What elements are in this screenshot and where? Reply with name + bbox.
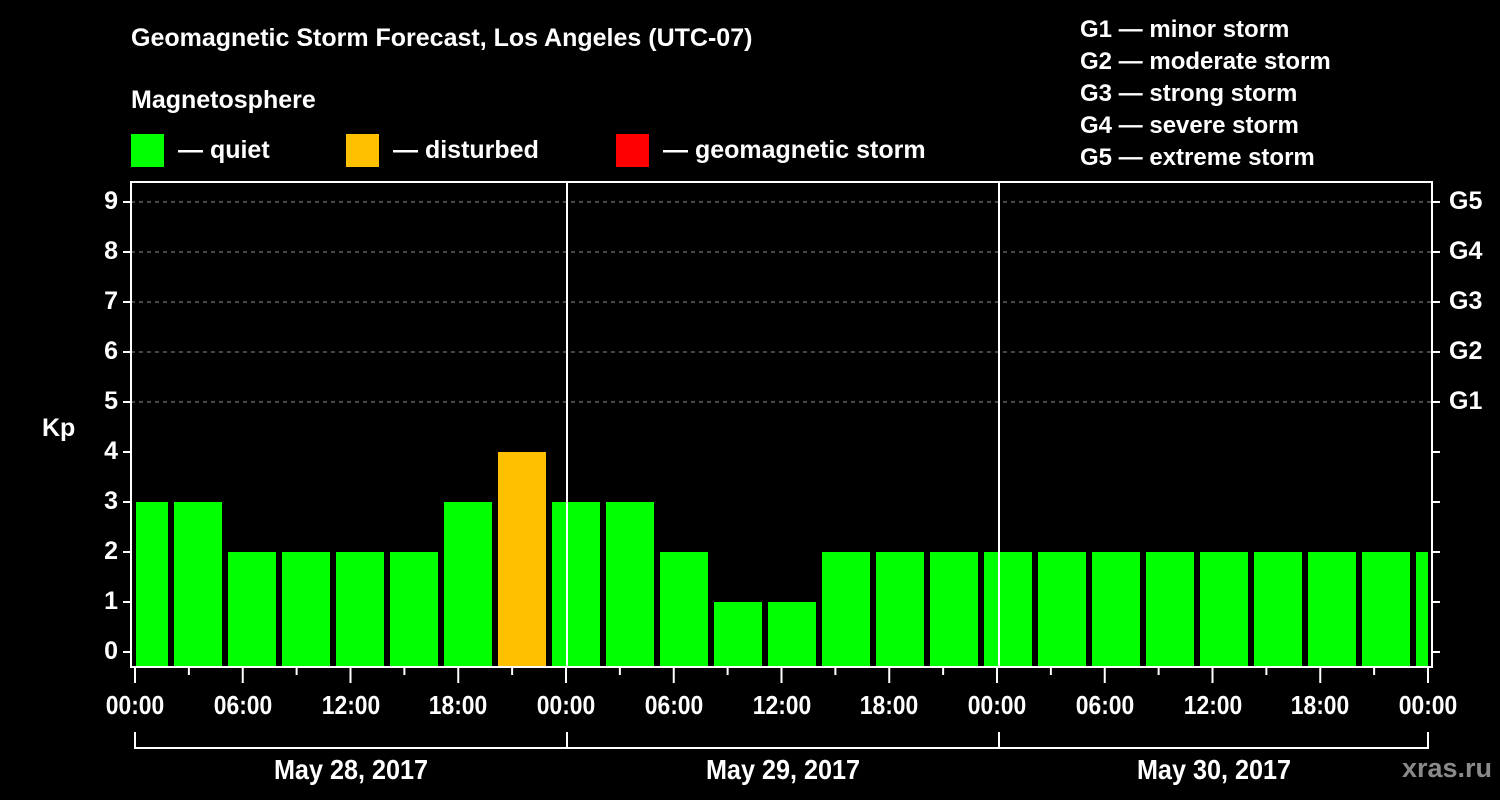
legend-storm-label: — geomagnetic storm xyxy=(663,136,926,164)
bar xyxy=(336,552,384,666)
x-tick-label: 00:00 xyxy=(105,690,165,720)
bar xyxy=(1038,552,1086,666)
legend-quiet: — quiet xyxy=(131,134,270,167)
y-tick-label: 4 xyxy=(104,437,118,465)
x-tick-label: 06:00 xyxy=(213,690,273,720)
bar xyxy=(174,502,222,666)
x-tick-label: 00:00 xyxy=(536,690,596,720)
x-tick-label: 12:00 xyxy=(1183,690,1242,720)
bar xyxy=(1308,552,1356,666)
bar xyxy=(228,552,276,666)
bar xyxy=(1092,552,1140,666)
bar xyxy=(1362,552,1410,666)
g-level-label: G2 xyxy=(1449,337,1483,365)
g-level-label: G5 xyxy=(1449,187,1483,215)
bar xyxy=(984,552,1032,666)
y-tick-label: 1 xyxy=(104,587,118,615)
g-scale-item: G3 — strong storm xyxy=(1080,80,1298,107)
legend-disturbed: — disturbed xyxy=(346,134,539,167)
chart-title: Geomagnetic Storm Forecast, Los Angeles … xyxy=(131,24,753,52)
y-axis-label: Kp xyxy=(42,414,76,442)
legend-heading: Magnetosphere xyxy=(131,86,316,114)
y-tick-label: 2 xyxy=(104,537,118,565)
g-scale-item: G1 — minor storm xyxy=(1080,16,1290,43)
quiet-swatch xyxy=(131,134,164,167)
g-level-label: G3 xyxy=(1449,287,1483,315)
y-tick-label: 0 xyxy=(104,637,118,665)
legend-disturbed-label: — disturbed xyxy=(393,136,539,164)
x-tick-label: 18:00 xyxy=(859,690,919,720)
y-tick-label: 3 xyxy=(104,487,118,515)
bar xyxy=(660,552,708,666)
bar xyxy=(1254,552,1302,666)
bar xyxy=(714,602,762,666)
bar xyxy=(136,502,168,666)
g-scale-item: G2 — moderate storm xyxy=(1080,48,1331,75)
g-scale-item: G4 — severe storm xyxy=(1080,112,1299,139)
g-scale-item: G5 — extreme storm xyxy=(1080,144,1315,171)
bars xyxy=(136,452,1428,666)
legend-quiet-label: — quiet xyxy=(178,136,270,164)
bar xyxy=(1416,552,1428,666)
x-tick-label: 18:00 xyxy=(1290,690,1350,720)
gridlines xyxy=(131,201,1432,403)
y-tick-label: 7 xyxy=(104,287,118,315)
bar xyxy=(876,552,924,666)
bar xyxy=(1146,552,1194,666)
y-tick-label: 6 xyxy=(104,337,118,365)
bar xyxy=(552,502,600,666)
bar xyxy=(390,552,438,666)
bar xyxy=(606,502,654,666)
bar xyxy=(444,502,492,666)
x-tick-label: 00:00 xyxy=(1398,690,1458,720)
bar xyxy=(768,602,816,666)
axes xyxy=(123,181,1440,749)
x-tick-label: 12:00 xyxy=(752,690,811,720)
disturbed-swatch xyxy=(346,134,379,167)
date-label: May 29, 2017 xyxy=(705,754,861,785)
y-tick-label: 5 xyxy=(104,387,118,415)
x-tick-label: 06:00 xyxy=(644,690,704,720)
x-tick-label: 06:00 xyxy=(1075,690,1135,720)
legend-storm: — geomagnetic storm xyxy=(616,134,926,167)
bar xyxy=(930,552,978,666)
g-level-label: G4 xyxy=(1449,237,1483,265)
x-tick-label: 12:00 xyxy=(321,690,380,720)
date-label: May 28, 2017 xyxy=(273,754,429,785)
x-tick-label: 18:00 xyxy=(428,690,488,720)
g-level-label: G1 xyxy=(1449,387,1483,415)
bar xyxy=(822,552,870,666)
bar xyxy=(1200,552,1248,666)
y-tick-label: 8 xyxy=(104,237,118,265)
g-scale-legend: G1 — minor storm G2 — moderate storm G3 … xyxy=(1080,14,1331,174)
bar xyxy=(498,452,546,666)
x-tick-label: 00:00 xyxy=(967,690,1027,720)
date-label: May 30, 2017 xyxy=(1136,754,1291,785)
bar xyxy=(282,552,330,666)
y-tick-label: 9 xyxy=(104,187,118,215)
storm-swatch xyxy=(616,134,649,167)
watermark: xras.ru xyxy=(1401,753,1492,783)
